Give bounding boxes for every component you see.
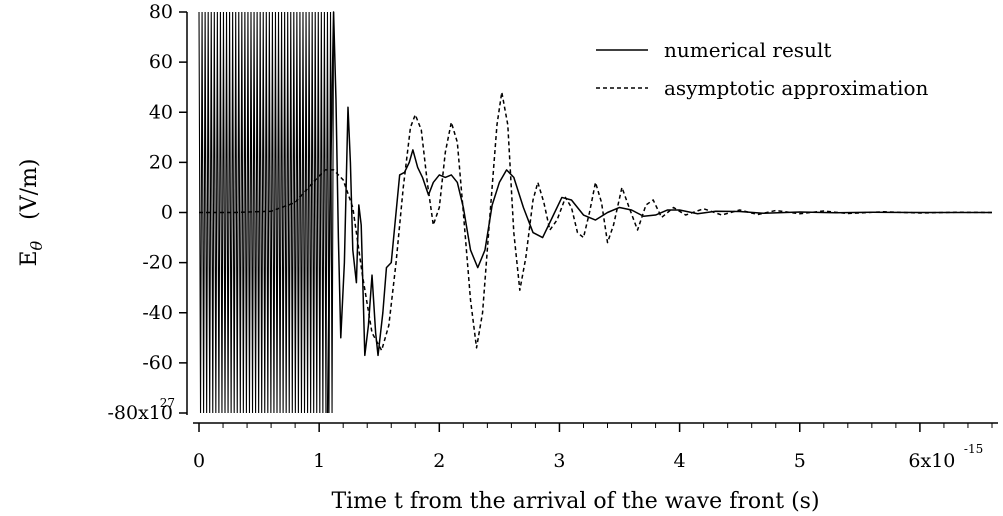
numerical-result-oscillation (198, 11, 335, 414)
asymptotic-approximation-line (199, 91, 992, 352)
y-tick-label: 80 (149, 1, 173, 23)
axis-labels: Time t from the arrival of the wave fron… (17, 158, 820, 514)
y-tick-label: -40 (142, 302, 173, 324)
x-tick-label: 6x10 (908, 450, 955, 472)
y-tick-label: 60 (149, 51, 173, 73)
x-tick-label: 5 (794, 450, 806, 472)
numerical-result-line (326, 11, 992, 414)
legend-label-numerical: numerical result (664, 38, 831, 62)
x-axis-label: Time t from the arrival of the wave fron… (331, 489, 819, 514)
x-tick-label: 1 (313, 450, 325, 472)
y-exponent-label: 27 (160, 396, 175, 410)
plot-area (198, 11, 992, 414)
x-tick-label: 2 (433, 450, 445, 472)
x-exponent-label: -15 (964, 442, 983, 456)
y-tick-label: -80x10 (108, 402, 174, 424)
y-tick-label: 0 (161, 202, 173, 224)
y-tick-label: 40 (149, 101, 173, 123)
y-axis-label: Eθ (V/m) (17, 158, 46, 266)
x-tick-label: 4 (674, 450, 686, 472)
y-tick-label: -20 (142, 252, 173, 274)
x-tick-label: 3 (553, 450, 565, 472)
x-tick-label: 0 (193, 450, 205, 472)
y-axis-label-group: Eθ (V/m) (17, 158, 46, 266)
legend: numerical result asymptotic approximation (596, 38, 928, 100)
y-tick-label: -60 (142, 352, 173, 374)
y-tick-label: 20 (149, 151, 173, 173)
legend-label-asymptotic: asymptotic approximation (664, 76, 928, 100)
